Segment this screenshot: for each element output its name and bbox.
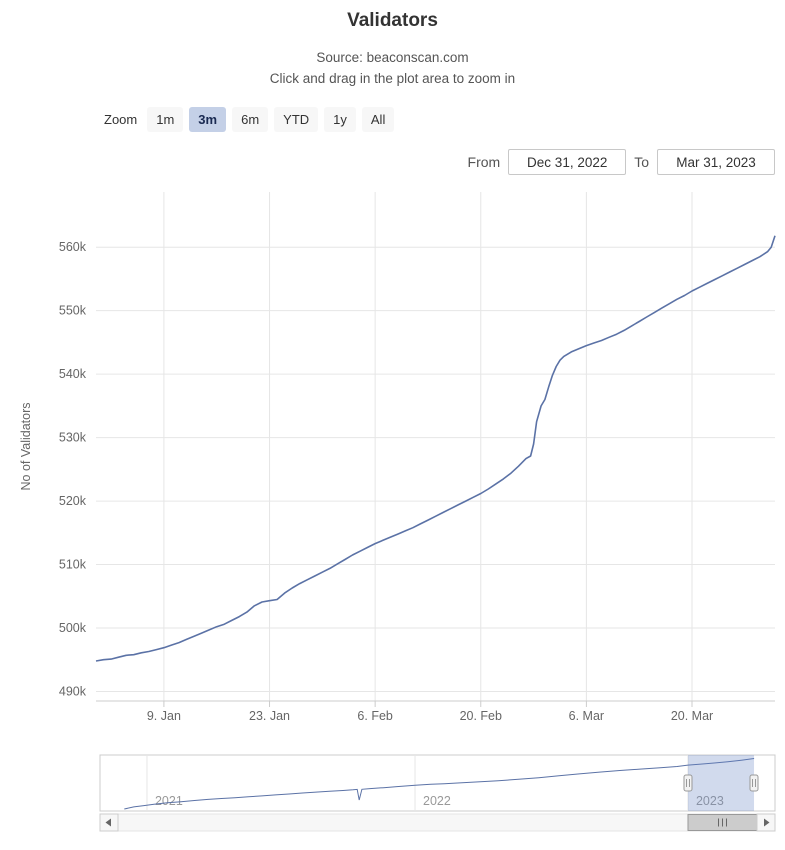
range-selector: Zoom 1m 3m 6m YTD 1y All [104,107,395,132]
y-axis-tick-label: 520k [59,494,87,508]
from-date-input[interactable] [508,149,627,175]
x-axis-tick-label: 23. Jan [249,709,290,723]
scrollbar-right-button[interactable] [756,813,776,832]
navigator-outline [99,754,776,812]
navigator-year-label: 2022 [423,794,451,808]
navigator-left-handle[interactable] [683,774,693,792]
date-range-inputs: From To [468,149,775,175]
x-axis-tick-label: 9. Jan [147,709,181,723]
y-axis-tick-label: 490k [59,684,87,698]
zoom-button-all[interactable]: All [361,107,395,132]
x-axis-tick-label: 20. Feb [460,709,502,723]
subtitle-source: Source: beaconscan.com [316,50,469,65]
validators-line-series [95,235,776,662]
y-axis-tick-label: 560k [59,240,87,254]
zoom-button-3m[interactable]: 3m [189,107,227,132]
from-label: From [467,154,501,170]
y-axis-tick-label: 530k [59,431,87,445]
navigator-year-label: 2023 [696,794,724,808]
subtitle-hint: Click and drag in the plot area to zoom … [269,71,516,86]
to-date-input[interactable] [657,149,775,175]
y-axis-title: No of Validators [19,402,33,490]
to-label: To [634,154,649,170]
x-axis-tick-label: 20. Mar [671,709,713,723]
x-axis-tick-label: 6. Feb [357,709,392,723]
scrollbar-track[interactable] [99,813,776,832]
y-axis-tick-label: 500k [59,621,87,635]
navigator-year-label: 2021 [155,794,183,808]
navigator-series [124,758,755,810]
zoom-button-1m[interactable]: 1m [147,107,184,132]
navigator: 2021 2022 2023 [99,754,776,812]
chart-subtitle: Source: beaconscan.com Click and drag in… [0,47,785,89]
y-axis-tick-label: 550k [59,304,87,318]
scrollbar-left-button[interactable] [99,813,119,832]
scrollbar [99,813,776,832]
zoom-button-ytd[interactable]: YTD [274,107,319,132]
zoom-label: Zoom [104,112,138,127]
zoom-button-6m[interactable]: 6m [232,107,269,132]
main-chart: 490k 500k 510k 520k 530k 540k 550k 560k 9. Jan 23… [19,192,776,723]
y-axis-tick-label: 540k [59,367,87,381]
page-title: Validators [347,10,438,31]
y-axis-tick-label: 510k [59,558,87,572]
plot-area[interactable] [96,192,775,701]
navigator-right-handle[interactable] [749,774,759,792]
arrow-left-icon [105,818,111,827]
arrow-right-icon [764,818,770,827]
zoom-button-1y[interactable]: 1y [324,107,356,132]
x-axis-tick-label: 6. Mar [569,709,604,723]
navigator-selected-range[interactable] [687,755,755,811]
